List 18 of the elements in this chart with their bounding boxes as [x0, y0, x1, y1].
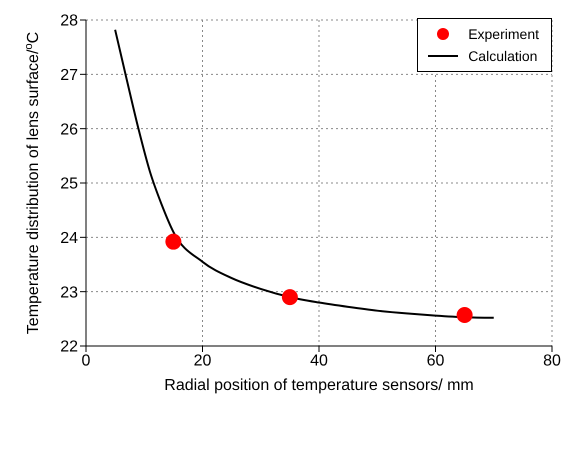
y-tick-label: 26: [60, 121, 78, 138]
y-tick-label: 22: [60, 338, 78, 356]
y-tick-label: 27: [60, 67, 78, 84]
y-tick-label: 28: [60, 12, 78, 30]
point: [165, 234, 182, 250]
x-tick-label: 20: [194, 352, 212, 370]
x-tick-label: 40: [310, 352, 328, 370]
y-tick-label: 25: [60, 176, 78, 193]
y-tick-label: 23: [60, 284, 78, 302]
point: [282, 289, 298, 306]
legend-label: Experiment: [468, 26, 539, 42]
point: [456, 307, 473, 324]
x-tick-label: 0: [82, 352, 91, 370]
x-tick-label: 80: [543, 352, 561, 370]
y-tick-label: 24: [60, 230, 78, 248]
legend-label: Calculation: [468, 48, 538, 64]
x-tick-label: 60: [426, 352, 444, 370]
x-axis-title: Radial position of temperature sensors/ mm: [164, 377, 474, 394]
